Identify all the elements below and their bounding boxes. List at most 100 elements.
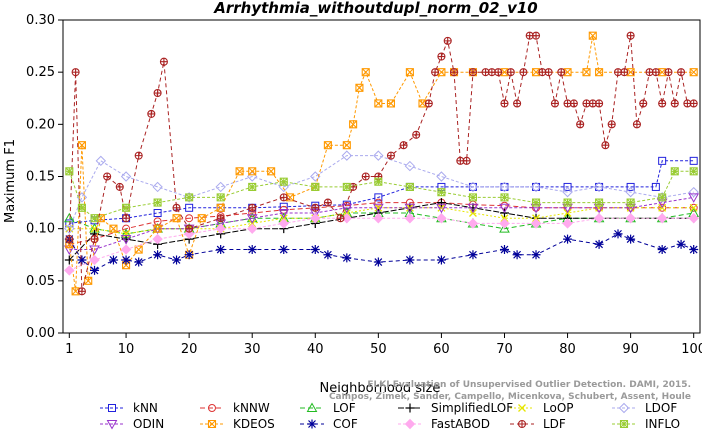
- data-point-ldf: [531, 31, 541, 40]
- legend-item-knnw: kNNW: [200, 401, 270, 415]
- data-point-ldf: [651, 68, 660, 77]
- data-point-ldof: [499, 181, 510, 193]
- legend-marker-ldf: [517, 419, 527, 429]
- data-point-cof: [247, 245, 257, 255]
- legend-item-ldf: LDF: [510, 417, 566, 431]
- series-fastabod: [64, 213, 699, 276]
- data-point-cof: [121, 255, 131, 265]
- legend-label-kdeos: KDEOS: [233, 417, 275, 431]
- data-point-loop: [90, 224, 99, 233]
- data-point-cof: [216, 245, 226, 255]
- data-point-kdeos: [267, 167, 276, 176]
- data-point-ldf: [399, 141, 408, 150]
- data-point-ldf: [550, 99, 559, 108]
- data-point-ldf: [576, 120, 585, 129]
- data-point-cof: [342, 253, 352, 263]
- legend-item-ldof: LDOF: [612, 401, 677, 415]
- y-tick-label: 0.25: [26, 65, 55, 80]
- data-point-kdeos: [153, 224, 162, 233]
- data-point-fastabod: [247, 223, 258, 234]
- data-point-fastabod: [530, 218, 542, 229]
- data-point-ldf: [153, 88, 162, 98]
- data-point-fastabod: [120, 244, 132, 255]
- data-point-cof: [310, 245, 320, 255]
- data-point-fastabod: [562, 218, 573, 229]
- data-point-cof: [613, 229, 623, 239]
- legend-marker-inflo: [619, 419, 629, 429]
- legend-label-lof: LOF: [333, 401, 356, 415]
- data-point-kdeos: [235, 167, 244, 176]
- data-point-inflo: [405, 182, 414, 191]
- data-point-fastabod: [467, 218, 479, 229]
- data-point-inflo: [626, 198, 635, 207]
- data-point-lof: [499, 223, 510, 233]
- data-point-ldf: [632, 120, 641, 129]
- data-point-ldf: [519, 68, 528, 77]
- y-tick-label: 0.10: [26, 222, 55, 237]
- data-point-ldf: [506, 68, 515, 77]
- data-point-inflo: [216, 193, 225, 202]
- data-point-kdeos: [595, 68, 604, 77]
- data-point-odin: [499, 203, 510, 214]
- data-point-inflo: [90, 214, 99, 223]
- data-point-ldof: [436, 171, 447, 182]
- data-point-fastabod: [64, 265, 75, 276]
- data-point-cof: [108, 255, 118, 265]
- y-tick-label: 0.00: [26, 326, 55, 341]
- data-point-kdeos: [248, 167, 257, 176]
- legend-item-kdeos: KDEOS: [200, 417, 275, 431]
- data-point-ldf: [424, 99, 433, 108]
- data-point-ldf: [279, 193, 288, 202]
- data-point-ldf: [689, 99, 698, 108]
- data-point-inflo: [65, 167, 74, 176]
- data-point-kdeos: [531, 68, 541, 77]
- data-point-cof: [172, 255, 182, 265]
- data-point-ldf: [248, 203, 257, 212]
- data-point-ldf: [122, 214, 131, 223]
- data-point-odin: [120, 235, 132, 245]
- data-point-loop: [532, 214, 540, 223]
- data-point-ldf: [185, 224, 194, 233]
- data-point-ldf: [115, 182, 124, 191]
- data-point-cof: [405, 255, 415, 265]
- x-tick-label: 90: [622, 342, 639, 357]
- data-point-odin: [404, 203, 416, 214]
- data-point-cof: [594, 239, 604, 249]
- data-point-fastabod: [593, 213, 605, 224]
- series-line-odin: [69, 196, 694, 250]
- y-axis-label: Maximum F1: [3, 139, 18, 223]
- data-point-ldf: [670, 99, 679, 108]
- data-point-inflo: [563, 198, 572, 207]
- data-point-ldf: [323, 198, 332, 207]
- data-point-ldf: [639, 99, 648, 108]
- data-point-kdeos: [134, 245, 143, 254]
- data-point-ldf: [386, 151, 396, 160]
- data-point-ldf: [172, 203, 181, 212]
- data-point-inflo: [342, 182, 351, 191]
- data-point-cof: [626, 234, 636, 244]
- x-tick-label: 20: [181, 342, 198, 357]
- series-line-knnw: [69, 202, 694, 245]
- data-point-ldf: [494, 68, 503, 77]
- data-point-knn: [689, 156, 698, 165]
- data-point-ldf: [500, 99, 509, 108]
- data-point-ldf: [336, 214, 345, 223]
- legend-marker-fastabod: [404, 418, 416, 430]
- data-point-ldf: [216, 214, 225, 223]
- data-point-ldf: [65, 235, 74, 244]
- data-point-ldof: [373, 150, 384, 161]
- series-line-ldof: [68, 155, 694, 229]
- data-point-cof: [531, 250, 541, 260]
- data-point-inflo: [437, 188, 446, 197]
- data-point-simplifiedlof: [64, 255, 74, 265]
- data-point-knn: [153, 209, 162, 218]
- y-tick-label: 0.30: [26, 13, 55, 28]
- legend-item-fastabod: FastABOD: [398, 417, 490, 431]
- data-point-kdeos: [77, 141, 86, 150]
- x-tick-label: 50: [370, 342, 387, 357]
- data-point-cof: [153, 250, 163, 260]
- data-point-ldf: [601, 141, 610, 150]
- data-point-odin: [278, 209, 290, 219]
- x-tick-label: 30: [244, 342, 261, 357]
- data-point-ldf: [103, 172, 112, 181]
